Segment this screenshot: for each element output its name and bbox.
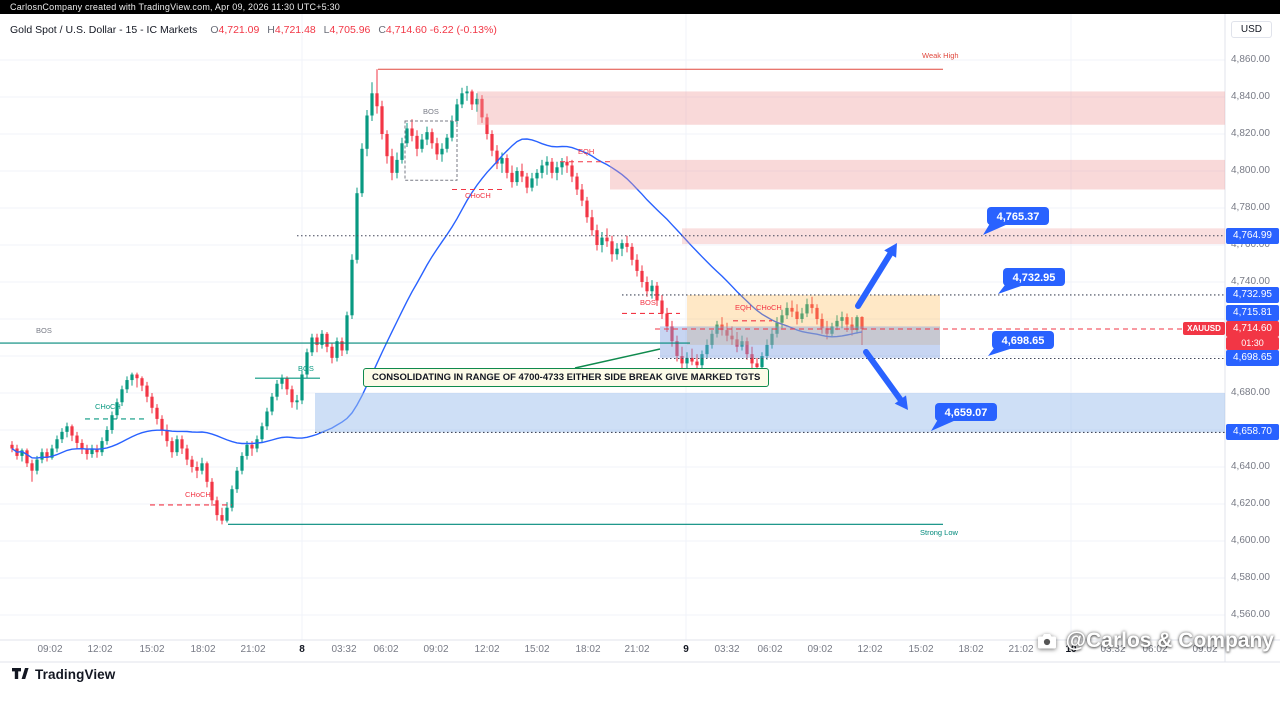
time-axis-label: 15:02 — [139, 644, 165, 655]
structure-label: BOS — [36, 326, 52, 335]
candles-layer — [10, 69, 864, 525]
channel-name: @Carlos & Company — [1065, 629, 1274, 652]
time-axis-label: 06:02 — [1142, 644, 1168, 655]
structure-label: Strong Low — [920, 528, 959, 537]
target-down-arrow-head — [894, 395, 908, 410]
ohlc-values: O4,721.09 H4,721.48 L4,705.96 C4,714.60 … — [205, 24, 497, 36]
target-down-arrow[interactable] — [863, 349, 904, 403]
structure-label: BOS — [423, 107, 439, 116]
demand-zone-blue-small[interactable] — [660, 326, 940, 358]
low-label: L — [323, 24, 330, 36]
tradingview-logo-icon — [12, 668, 29, 679]
symbol-price-tag: XAUUSD — [1183, 322, 1225, 336]
panel-separators — [0, 14, 1280, 663]
symbol-legend[interactable]: Gold Spot / U.S. Dollar - 15 - IC Market… — [10, 24, 497, 36]
time-axis-label: 21:02 — [1008, 644, 1034, 655]
structure-label: Weak High — [922, 51, 959, 60]
structure-labels: BOS CHoCH CHoCH BOS BOS CHoCH EQH BOS EQH CHoCH We… — [36, 51, 959, 537]
channel-watermark: @Carlos & Company — [1037, 629, 1274, 653]
time-axis-label: 18:02 — [190, 644, 216, 655]
price-callout-text: 4,732.95 — [1013, 272, 1056, 284]
price-callout[interactable] — [987, 207, 1049, 225]
high-value: 4,721.48 — [274, 24, 316, 36]
time-axis-label: 15:02 — [908, 644, 934, 655]
tradingview-logo[interactable]: TradingView — [12, 667, 115, 682]
time-axis-label: 03:32 — [331, 644, 357, 655]
zones-layer — [315, 91, 1225, 433]
price-callout[interactable] — [992, 331, 1054, 349]
structure-label: EQH — [735, 303, 751, 312]
time-axis-label: 06:02 — [373, 644, 399, 655]
change-value: -6.22 (-0.13%) — [429, 24, 497, 36]
time-axis[interactable]: 09:02 12:02 15:02 18:02 21:02 8 03:32 06:02 09:0… — [0, 644, 1225, 660]
supply-zone-4825-4843[interactable] — [477, 91, 1225, 125]
close-label: C — [378, 24, 386, 36]
symbol-title[interactable]: Gold Spot / U.S. Dollar - 15 - IC Market… — [10, 24, 198, 36]
time-axis-label: 18:02 — [958, 644, 984, 655]
camera-icon — [1037, 634, 1056, 649]
open-value: 4,721.09 — [218, 24, 260, 36]
attribution-bar: CarlosnCompany created with TradingView.… — [0, 0, 1280, 14]
currency-selector[interactable]: USD — [1230, 21, 1272, 38]
structure-label: EQH — [578, 147, 594, 156]
structure-label: CHoCH — [465, 191, 491, 200]
price-callout-text: 4,698.65 — [1002, 335, 1045, 347]
target-arrows[interactable] — [855, 243, 908, 410]
time-axis-day-label: 10 — [1065, 644, 1077, 655]
time-axis-label: 03:32 — [714, 644, 740, 655]
time-axis-label: 09:02 — [807, 644, 833, 655]
time-axis-label: 18:02 — [575, 644, 601, 655]
time-axis-label: 09:02 — [37, 644, 63, 655]
time-axis-label: 12:02 — [87, 644, 113, 655]
price-callouts[interactable]: 4,765.37 4,732.95 4,698.65 4,659.07 — [931, 207, 1065, 431]
time-axis-label: 12:02 — [474, 644, 500, 655]
structure-label: CHoCH — [95, 402, 121, 411]
note-connector-line — [574, 348, 661, 369]
demand-zone-blue-large[interactable] — [315, 393, 1225, 433]
bos-consolidation-box[interactable] — [404, 120, 458, 181]
time-axis-label: 15:02 — [524, 644, 550, 655]
supply-zone-4790-4806[interactable] — [610, 159, 1225, 190]
time-axis-day-label: 9 — [683, 644, 689, 655]
open-label: O — [210, 24, 219, 36]
structure-label: CHoCH — [756, 303, 782, 312]
price-callout-text: 4,659.07 — [945, 407, 988, 419]
structure-label: CHoCH — [185, 490, 211, 499]
structure-label: BOS — [298, 364, 314, 373]
price-callout[interactable] — [935, 403, 997, 421]
consolidation-zone-orange[interactable] — [687, 294, 940, 345]
price-callout-text: 4,765.37 — [997, 211, 1040, 223]
time-axis-label: 21:02 — [240, 644, 266, 655]
level-lines — [0, 68, 1225, 525]
price-callout[interactable] — [1003, 268, 1065, 286]
time-axis-label: 09:02 — [423, 644, 449, 655]
high-label: H — [267, 24, 275, 36]
tradingview-logo-text: TradingView — [35, 667, 116, 682]
time-axis-day-label: 8 — [299, 644, 305, 655]
target-up-arrow[interactable] — [855, 251, 894, 309]
time-axis-label: 09:02 — [1192, 644, 1218, 655]
time-axis-label: 03:32 — [1100, 644, 1126, 655]
target-up-arrow-head — [884, 243, 897, 258]
ma-line — [11, 138, 863, 459]
time-axis-label: 21:02 — [624, 644, 650, 655]
low-value: 4,705.96 — [329, 24, 371, 36]
close-value: 4,714.60 — [385, 24, 427, 36]
analysis-note[interactable]: CONSOLIDATING IN RANGE OF 4700-4733 EITH… — [363, 368, 770, 387]
structure-label: BOS — [640, 298, 656, 307]
attribution-text: CarlosnCompany created with TradingView.… — [10, 2, 340, 12]
time-axis-label: 12:02 — [857, 644, 883, 655]
time-axis-label: 06:02 — [757, 644, 783, 655]
